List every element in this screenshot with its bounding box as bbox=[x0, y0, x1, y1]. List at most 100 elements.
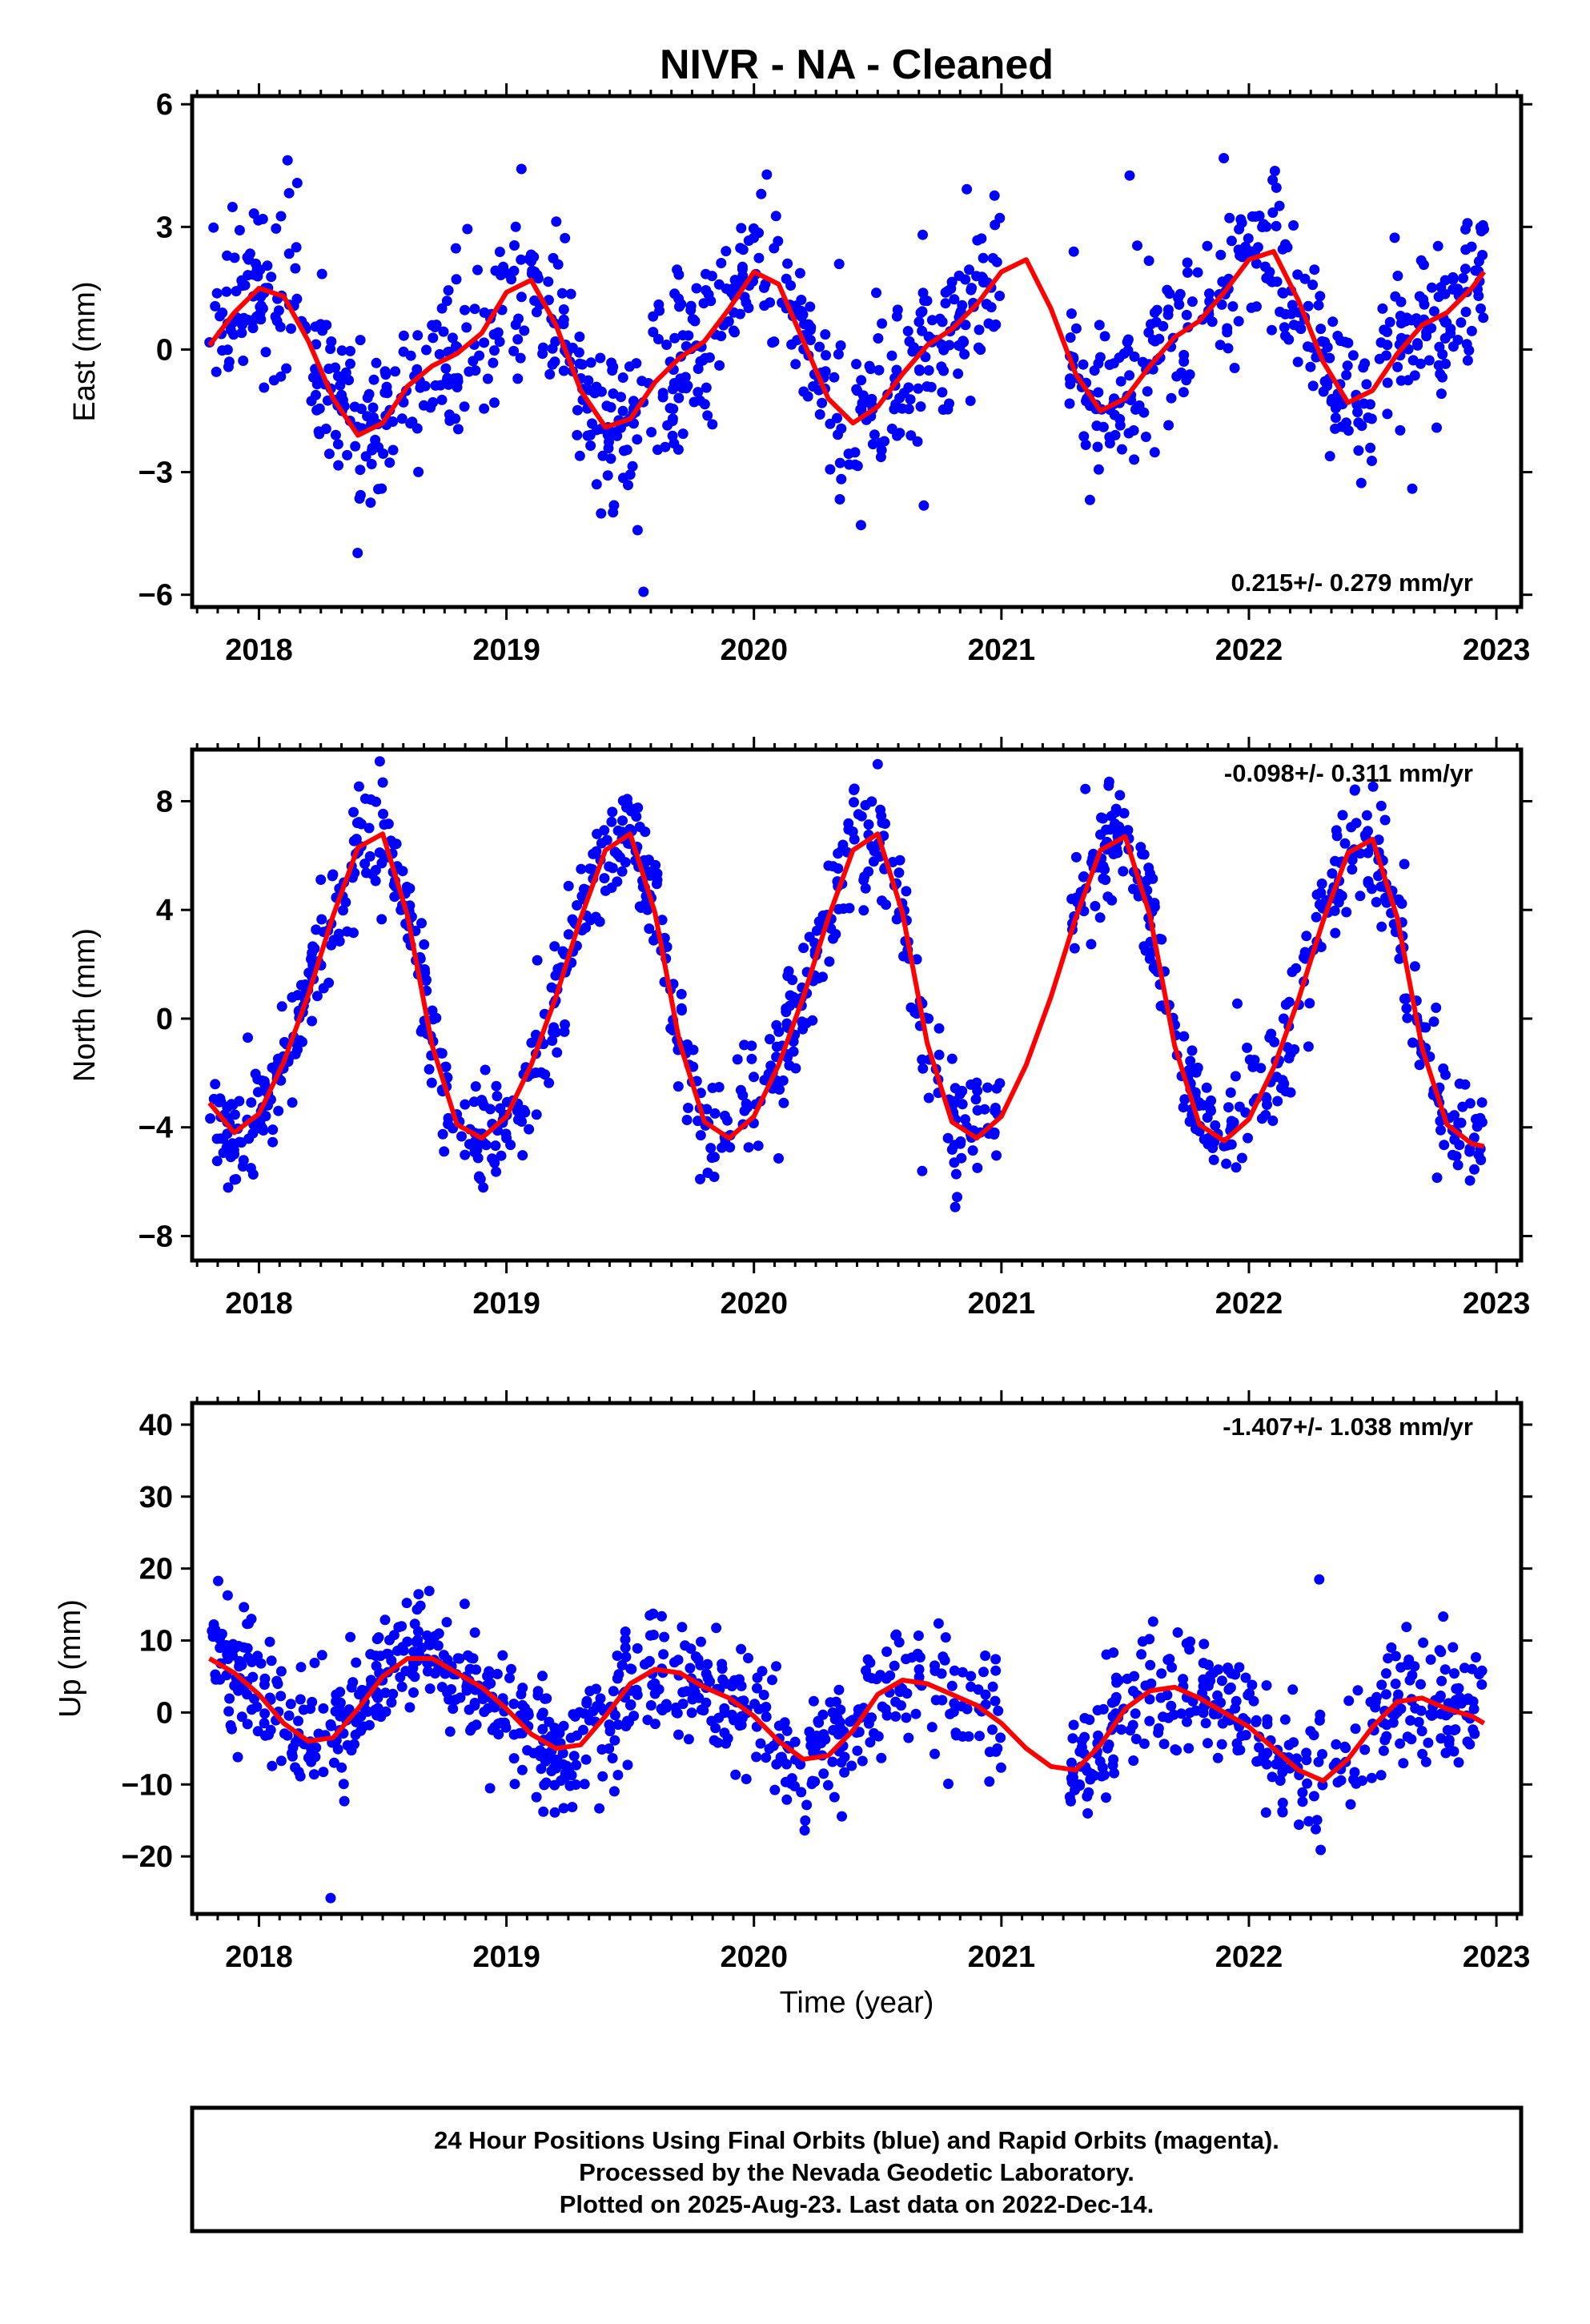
east-x-tick-label: 2022 bbox=[1215, 633, 1283, 667]
up-data-point bbox=[537, 1723, 548, 1735]
up-data-point bbox=[1101, 1792, 1111, 1803]
north-data-point bbox=[901, 886, 912, 897]
east-data-point bbox=[1147, 335, 1158, 345]
east-data-point bbox=[343, 375, 355, 386]
up-data-point bbox=[303, 1752, 314, 1763]
up-data-point bbox=[736, 1719, 747, 1731]
up-data-point bbox=[866, 1712, 877, 1723]
east-data-point bbox=[653, 299, 665, 310]
east-data-point bbox=[231, 286, 242, 297]
up-data-point bbox=[659, 1631, 670, 1642]
north-data-point bbox=[1440, 1069, 1451, 1080]
north-data-point bbox=[1394, 953, 1405, 964]
east-data-point bbox=[767, 337, 778, 348]
east-data-point bbox=[1347, 350, 1359, 361]
east-data-point bbox=[306, 396, 317, 407]
east-data-point bbox=[921, 381, 933, 392]
up-data-point bbox=[987, 1724, 998, 1735]
north-data-point bbox=[491, 1080, 502, 1092]
up-data-point bbox=[607, 1753, 618, 1763]
east-data-point bbox=[688, 314, 699, 325]
north-data-point bbox=[1349, 785, 1360, 796]
east-data-point bbox=[851, 359, 861, 370]
east-data-point bbox=[1392, 271, 1403, 281]
north-data-point bbox=[665, 1023, 677, 1034]
north-data-point bbox=[1178, 1102, 1189, 1113]
north-data-point bbox=[311, 991, 323, 1002]
up-y-tick-label: 20 bbox=[139, 1553, 173, 1586]
north-data-point bbox=[1439, 1140, 1450, 1151]
north-data-point bbox=[746, 1040, 757, 1051]
east-data-point bbox=[333, 460, 344, 471]
east-data-point bbox=[661, 340, 673, 350]
east-data-point bbox=[1476, 303, 1486, 314]
east-data-point bbox=[673, 392, 685, 404]
east-data-point bbox=[802, 391, 813, 402]
up-data-point bbox=[594, 1803, 605, 1814]
north-data-point bbox=[681, 1115, 693, 1125]
east-data-point bbox=[691, 283, 702, 294]
east-data-point bbox=[516, 254, 527, 265]
north-data-point bbox=[1399, 858, 1410, 870]
east-data-point bbox=[498, 261, 509, 272]
east-data-point bbox=[902, 326, 913, 336]
up-data-point bbox=[408, 1647, 420, 1658]
up-data-point bbox=[1247, 1679, 1258, 1691]
up-data-point bbox=[577, 1724, 588, 1735]
up-data-point bbox=[901, 1688, 913, 1699]
east-data-point bbox=[508, 345, 520, 356]
east-data-point bbox=[421, 344, 432, 356]
east-data-point bbox=[994, 212, 1006, 223]
up-data-point bbox=[259, 1718, 270, 1729]
up-data-point bbox=[612, 1770, 624, 1780]
up-data-point bbox=[506, 1663, 516, 1675]
north-data-point bbox=[777, 1075, 789, 1086]
north-data-point bbox=[991, 1150, 1002, 1161]
east-data-point bbox=[1392, 361, 1403, 372]
east-data-point bbox=[1227, 301, 1239, 312]
north-data-point bbox=[1118, 808, 1130, 818]
up-data-point bbox=[799, 1825, 810, 1836]
east-x-tick-label: 2018 bbox=[225, 633, 293, 667]
up-data-point bbox=[383, 1649, 394, 1660]
east-data-point bbox=[368, 374, 379, 385]
up-data-point bbox=[283, 1710, 295, 1721]
north-data-point bbox=[1208, 1154, 1219, 1165]
up-data-point bbox=[293, 1715, 303, 1727]
up-data-point bbox=[295, 1694, 306, 1705]
up-data-point bbox=[1066, 1773, 1077, 1783]
up-data-point bbox=[255, 1658, 267, 1669]
north-data-point bbox=[837, 839, 849, 850]
up-data-point bbox=[223, 1706, 235, 1717]
north-data-point bbox=[722, 1115, 733, 1126]
east-data-point bbox=[1367, 456, 1377, 466]
east-data-point bbox=[370, 434, 381, 445]
east-data-point bbox=[897, 403, 908, 414]
east-data-point bbox=[551, 216, 562, 227]
east-data-point bbox=[321, 320, 332, 331]
east-data-point bbox=[544, 368, 556, 380]
north-data-point bbox=[1331, 830, 1343, 842]
north-data-point bbox=[246, 1097, 257, 1108]
up-data-point bbox=[239, 1642, 250, 1653]
up-data-point bbox=[1386, 1642, 1397, 1653]
east-data-point bbox=[1434, 341, 1445, 352]
east-data-point bbox=[275, 211, 287, 222]
east-data-point bbox=[270, 312, 281, 322]
up-data-point bbox=[616, 1659, 628, 1671]
east-data-point bbox=[669, 288, 681, 300]
east-data-point bbox=[1279, 322, 1290, 333]
up-y-tick-label: 40 bbox=[139, 1409, 173, 1442]
up-data-point bbox=[717, 1663, 728, 1675]
east-data-point bbox=[782, 258, 793, 269]
east-data-point bbox=[918, 500, 930, 511]
east-data-point bbox=[905, 430, 917, 441]
east-data-point bbox=[335, 380, 346, 391]
north-data-point bbox=[1347, 854, 1358, 866]
up-x-tick-label: 2019 bbox=[472, 1940, 540, 1974]
east-data-point bbox=[785, 280, 797, 291]
up-data-point bbox=[1398, 1758, 1409, 1769]
up-data-point bbox=[1079, 1713, 1090, 1723]
up-data-point bbox=[711, 1622, 722, 1634]
